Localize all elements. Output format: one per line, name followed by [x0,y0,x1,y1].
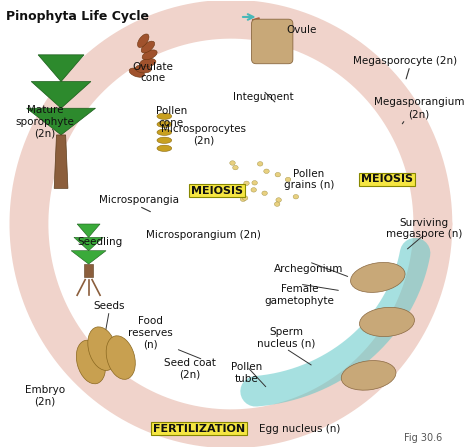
Ellipse shape [157,121,172,127]
Ellipse shape [230,161,235,165]
Polygon shape [54,135,68,188]
Polygon shape [31,82,91,108]
Text: Pollen
tube: Pollen tube [231,362,263,384]
Ellipse shape [242,196,248,200]
Text: Seeds: Seeds [93,302,125,311]
Text: Surviving
megaspore (n): Surviving megaspore (n) [385,218,462,239]
Text: Microsporangium (2n): Microsporangium (2n) [146,230,261,240]
Text: Embryo
(2n): Embryo (2n) [25,385,65,406]
Ellipse shape [129,68,145,77]
Polygon shape [71,251,106,264]
Text: Sperm
nucleus (n): Sperm nucleus (n) [257,327,315,349]
Text: Seed coat
(2n): Seed coat (2n) [164,358,216,379]
Text: Megasporocyte (2n): Megasporocyte (2n) [353,56,457,66]
Ellipse shape [275,172,281,177]
Text: Megasporangium
(2n): Megasporangium (2n) [374,98,465,119]
Text: Fig 30.6: Fig 30.6 [404,433,442,443]
Ellipse shape [137,34,149,47]
Ellipse shape [262,191,267,195]
Text: Ovule: Ovule [286,26,316,35]
Ellipse shape [257,162,263,166]
FancyBboxPatch shape [252,19,293,64]
Ellipse shape [157,113,172,119]
Text: Seedling: Seedling [77,237,123,247]
Ellipse shape [135,65,151,73]
Text: Pollen
cone: Pollen cone [155,106,187,128]
Ellipse shape [76,340,106,384]
Ellipse shape [157,145,172,151]
Polygon shape [74,237,103,251]
Ellipse shape [240,197,246,202]
Text: MEIOSIS: MEIOSIS [361,174,413,185]
Ellipse shape [244,181,249,185]
Ellipse shape [157,129,172,135]
Text: Microsporangia: Microsporangia [99,194,179,205]
Text: Pinophyta Life Cycle: Pinophyta Life Cycle [6,10,149,23]
Text: Ovulate
cone: Ovulate cone [132,62,173,83]
Ellipse shape [141,41,155,53]
Text: Archegonium: Archegonium [274,263,344,274]
Text: FERTILIZATION: FERTILIZATION [153,424,245,434]
Text: Microsporocytes
(2n): Microsporocytes (2n) [161,124,246,146]
Text: Integument: Integument [233,92,293,102]
Ellipse shape [106,336,135,379]
Ellipse shape [233,165,238,170]
Text: Mature
sporophyte
(2n): Mature sporophyte (2n) [16,105,74,138]
Text: MEIOSIS: MEIOSIS [191,185,243,196]
Ellipse shape [276,198,282,202]
Ellipse shape [142,50,157,60]
Ellipse shape [285,177,291,182]
Ellipse shape [140,58,156,67]
Ellipse shape [293,194,299,199]
Ellipse shape [157,137,172,143]
Ellipse shape [251,188,256,192]
Text: Egg nucleus (n): Egg nucleus (n) [259,424,340,434]
Ellipse shape [252,181,257,185]
Ellipse shape [359,307,414,336]
Text: Female
gametophyte: Female gametophyte [265,284,335,306]
Ellipse shape [264,169,269,173]
Ellipse shape [341,361,396,390]
Text: Food
reserves
(n): Food reserves (n) [128,316,173,350]
Polygon shape [27,108,95,135]
Polygon shape [77,224,100,237]
Ellipse shape [88,327,117,370]
Text: Pollen
grains (n): Pollen grains (n) [284,169,334,190]
Polygon shape [38,55,84,82]
Ellipse shape [351,263,405,293]
Ellipse shape [274,202,280,207]
Polygon shape [84,264,93,277]
